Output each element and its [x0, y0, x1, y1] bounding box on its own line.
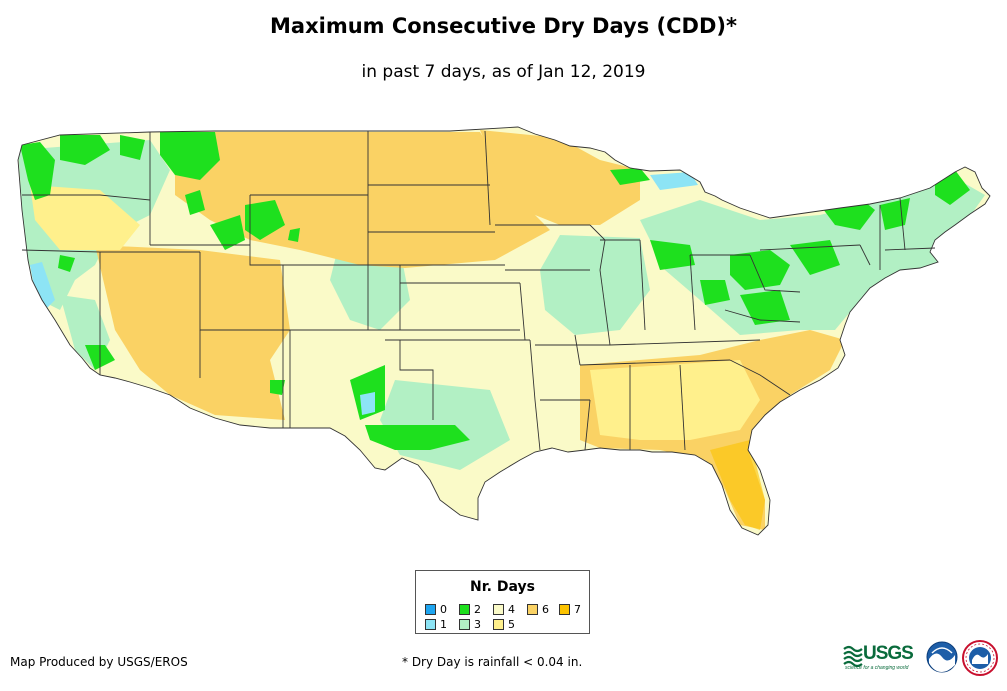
legend-label-3: 3: [474, 618, 481, 631]
dry-day-footnote: * Dry Day is rainfall < 0.04 in.: [402, 655, 583, 669]
legend-title: Nr. Days: [470, 579, 535, 595]
legend-label-7: 7: [574, 603, 581, 616]
usgs-logo: USGS science for a changing world: [843, 643, 919, 673]
legend-item-1: 1: [425, 619, 447, 631]
legend-label-6: 6: [542, 603, 549, 616]
legend-swatch-7: [559, 604, 570, 615]
map-subtitle: in past 7 days, as of Jan 12, 2019: [361, 62, 646, 82]
usgs-wave-icon: [843, 645, 863, 667]
usgs-logo-text: USGS: [863, 643, 914, 664]
usgs-logo-tagline: science for a changing world: [845, 665, 909, 671]
legend-swatch-0: [425, 604, 436, 615]
legend-swatch-4: [493, 604, 504, 615]
legend-swatch-1: [425, 619, 436, 630]
legend-item-5: 5: [493, 619, 515, 631]
legend-swatch-5: [493, 619, 504, 630]
legend-swatch-2: [459, 604, 470, 615]
cdd-map: [17, 126, 991, 536]
legend-item-4: 4: [493, 604, 515, 616]
legend-swatch-6: [527, 604, 538, 615]
legend-item-3: 3: [459, 619, 481, 631]
credit-text: Map Produced by USGS/EROS: [10, 655, 188, 669]
legend-label-0: 0: [440, 603, 447, 616]
legend-item-0: 0: [425, 604, 447, 616]
legend-label-1: 1: [440, 618, 447, 631]
noaa-logo: [926, 641, 958, 673]
map-title: Maximum Consecutive Dry Days (CDD)*: [270, 14, 737, 38]
legend-item-6: 6: [527, 604, 549, 616]
legend-label-2: 2: [474, 603, 481, 616]
legend-item-2: 2: [459, 604, 481, 616]
nws-logo: [962, 640, 998, 676]
legend-label-5: 5: [508, 618, 515, 631]
legend-swatch-3: [459, 619, 470, 630]
legend-item-7: 7: [559, 604, 581, 616]
map-legend: Nr. Days 0 1 2 3 4 5 6 7: [415, 570, 590, 634]
legend-label-4: 4: [508, 603, 515, 616]
